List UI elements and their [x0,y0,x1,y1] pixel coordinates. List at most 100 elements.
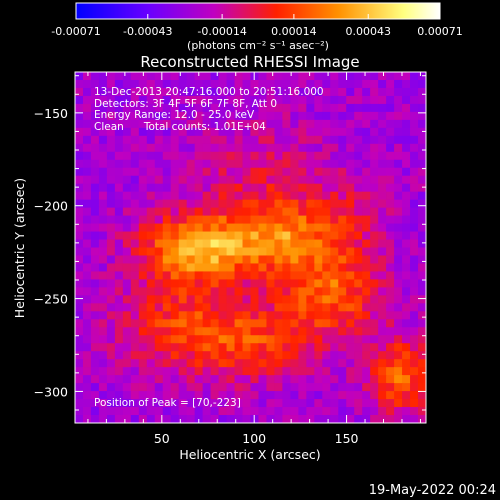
heatmap-cell [114,135,124,145]
heatmap-cell [250,111,260,121]
heatmap-cell [178,215,188,225]
heatmap-cell [394,72,403,81]
heatmap-cell [162,103,172,113]
heatmap-cell [394,79,403,89]
heatmap-cell [386,399,395,408]
heatmap-cell [234,239,244,249]
heatmap-cell [106,191,116,201]
heatmap-cell [186,191,196,201]
heatmap-cell [106,175,116,185]
heatmap-cell [194,239,204,249]
heatmap-cell [162,239,172,249]
heatmap-cell [170,263,180,273]
heatmap-cell [138,215,148,225]
heatmap-cell [346,95,355,105]
heatmap-cell [170,335,180,344]
heatmap-cell [266,87,276,97]
heatmap-cell [114,287,124,296]
heatmap-cell [234,183,244,193]
heatmap-cell [98,72,108,81]
heatmap-cell [314,239,323,249]
heatmap-cell [314,79,323,89]
heatmap-cell [138,175,148,185]
heatmap-cell [418,119,426,129]
heatmap-cell [122,367,132,376]
heatmap-cell [322,231,331,241]
heatmap-cell [378,263,387,273]
heatmap-cell [370,167,379,177]
heatmap-cell [162,375,172,384]
heatmap-cell [178,135,188,145]
heatmap-cell [98,103,108,113]
heatmap-cell [114,95,124,105]
heatmap-cell [138,79,148,89]
heatmap-cell [338,295,347,304]
heatmap-cell [114,143,124,153]
heatmap-cell [130,103,140,113]
heatmap-cell [75,239,84,249]
heatmap-cell [114,175,124,185]
heatmap-cell [250,175,260,185]
heatmap-cell [234,279,244,288]
heatmap-cell [354,231,363,241]
heatmap-cell [258,175,268,185]
heatmap-cell [242,407,252,416]
heatmap-cell [402,215,411,225]
heatmap-cell [130,327,140,336]
heatmap-cell [186,135,196,145]
heatmap-cell [194,359,204,368]
heatmap-cell [106,127,116,137]
heatmap-cell [178,223,188,233]
heatmap-cell [210,391,220,400]
heatmap-cell [90,335,100,344]
heatmap-cell [146,271,156,281]
heatmap-cell [186,351,196,360]
heatmap-cell [234,215,244,225]
heatmap-cell [250,79,260,89]
heatmap-cell [338,383,347,392]
heatmap-cell [314,391,323,400]
heatmap-cell [354,375,363,384]
heatmap-cell [146,135,156,145]
heatmap-cell [346,143,355,153]
heatmap-cell [418,319,426,328]
heatmap-cell [82,335,92,344]
heatmap-cell [114,271,124,281]
heatmap-cell [322,247,331,257]
heatmap-cell [330,207,339,217]
heatmap-cell [362,319,371,328]
heatmap-cell [242,87,252,97]
heatmap-cell [154,319,164,328]
heatmap-cell [194,143,204,153]
heatmap-cell [114,351,124,360]
heatmap-cell [98,319,108,328]
heatmap-cell [322,215,331,225]
heatmap-cell [106,367,116,376]
heatmap-cell [194,159,204,169]
heatmap-cell [290,303,299,312]
heatmap-cell [122,167,132,177]
heatmap-cell [306,247,315,257]
heatmap-cell [178,151,188,161]
heatmap-cell [242,295,252,304]
heatmap-cell [386,327,395,336]
heatmap-cell [298,407,307,416]
heatmap-cell [322,79,331,89]
heatmap-cell [146,95,156,105]
colorbar: -0.00071 -0.00043 -0.00014 0.00014 0.00043 0.… [51,2,463,52]
heatmap-cell [370,263,379,273]
heatmap-cell [210,327,220,336]
heatmap-cell [194,271,204,281]
heatmap-cell [418,255,426,265]
heatmap-cell [354,255,363,265]
heatmap-cell [138,287,148,296]
heatmap-cell [146,359,156,368]
heatmap-cell [218,199,228,209]
heatmap-cell [162,407,172,416]
heatmap-cell [226,215,236,225]
heatmap-cell [354,263,363,273]
heatmap-cell [162,263,172,273]
heatmap-cell [370,319,379,328]
heatmap-cell [170,239,180,249]
heatmap-cell [178,271,188,281]
